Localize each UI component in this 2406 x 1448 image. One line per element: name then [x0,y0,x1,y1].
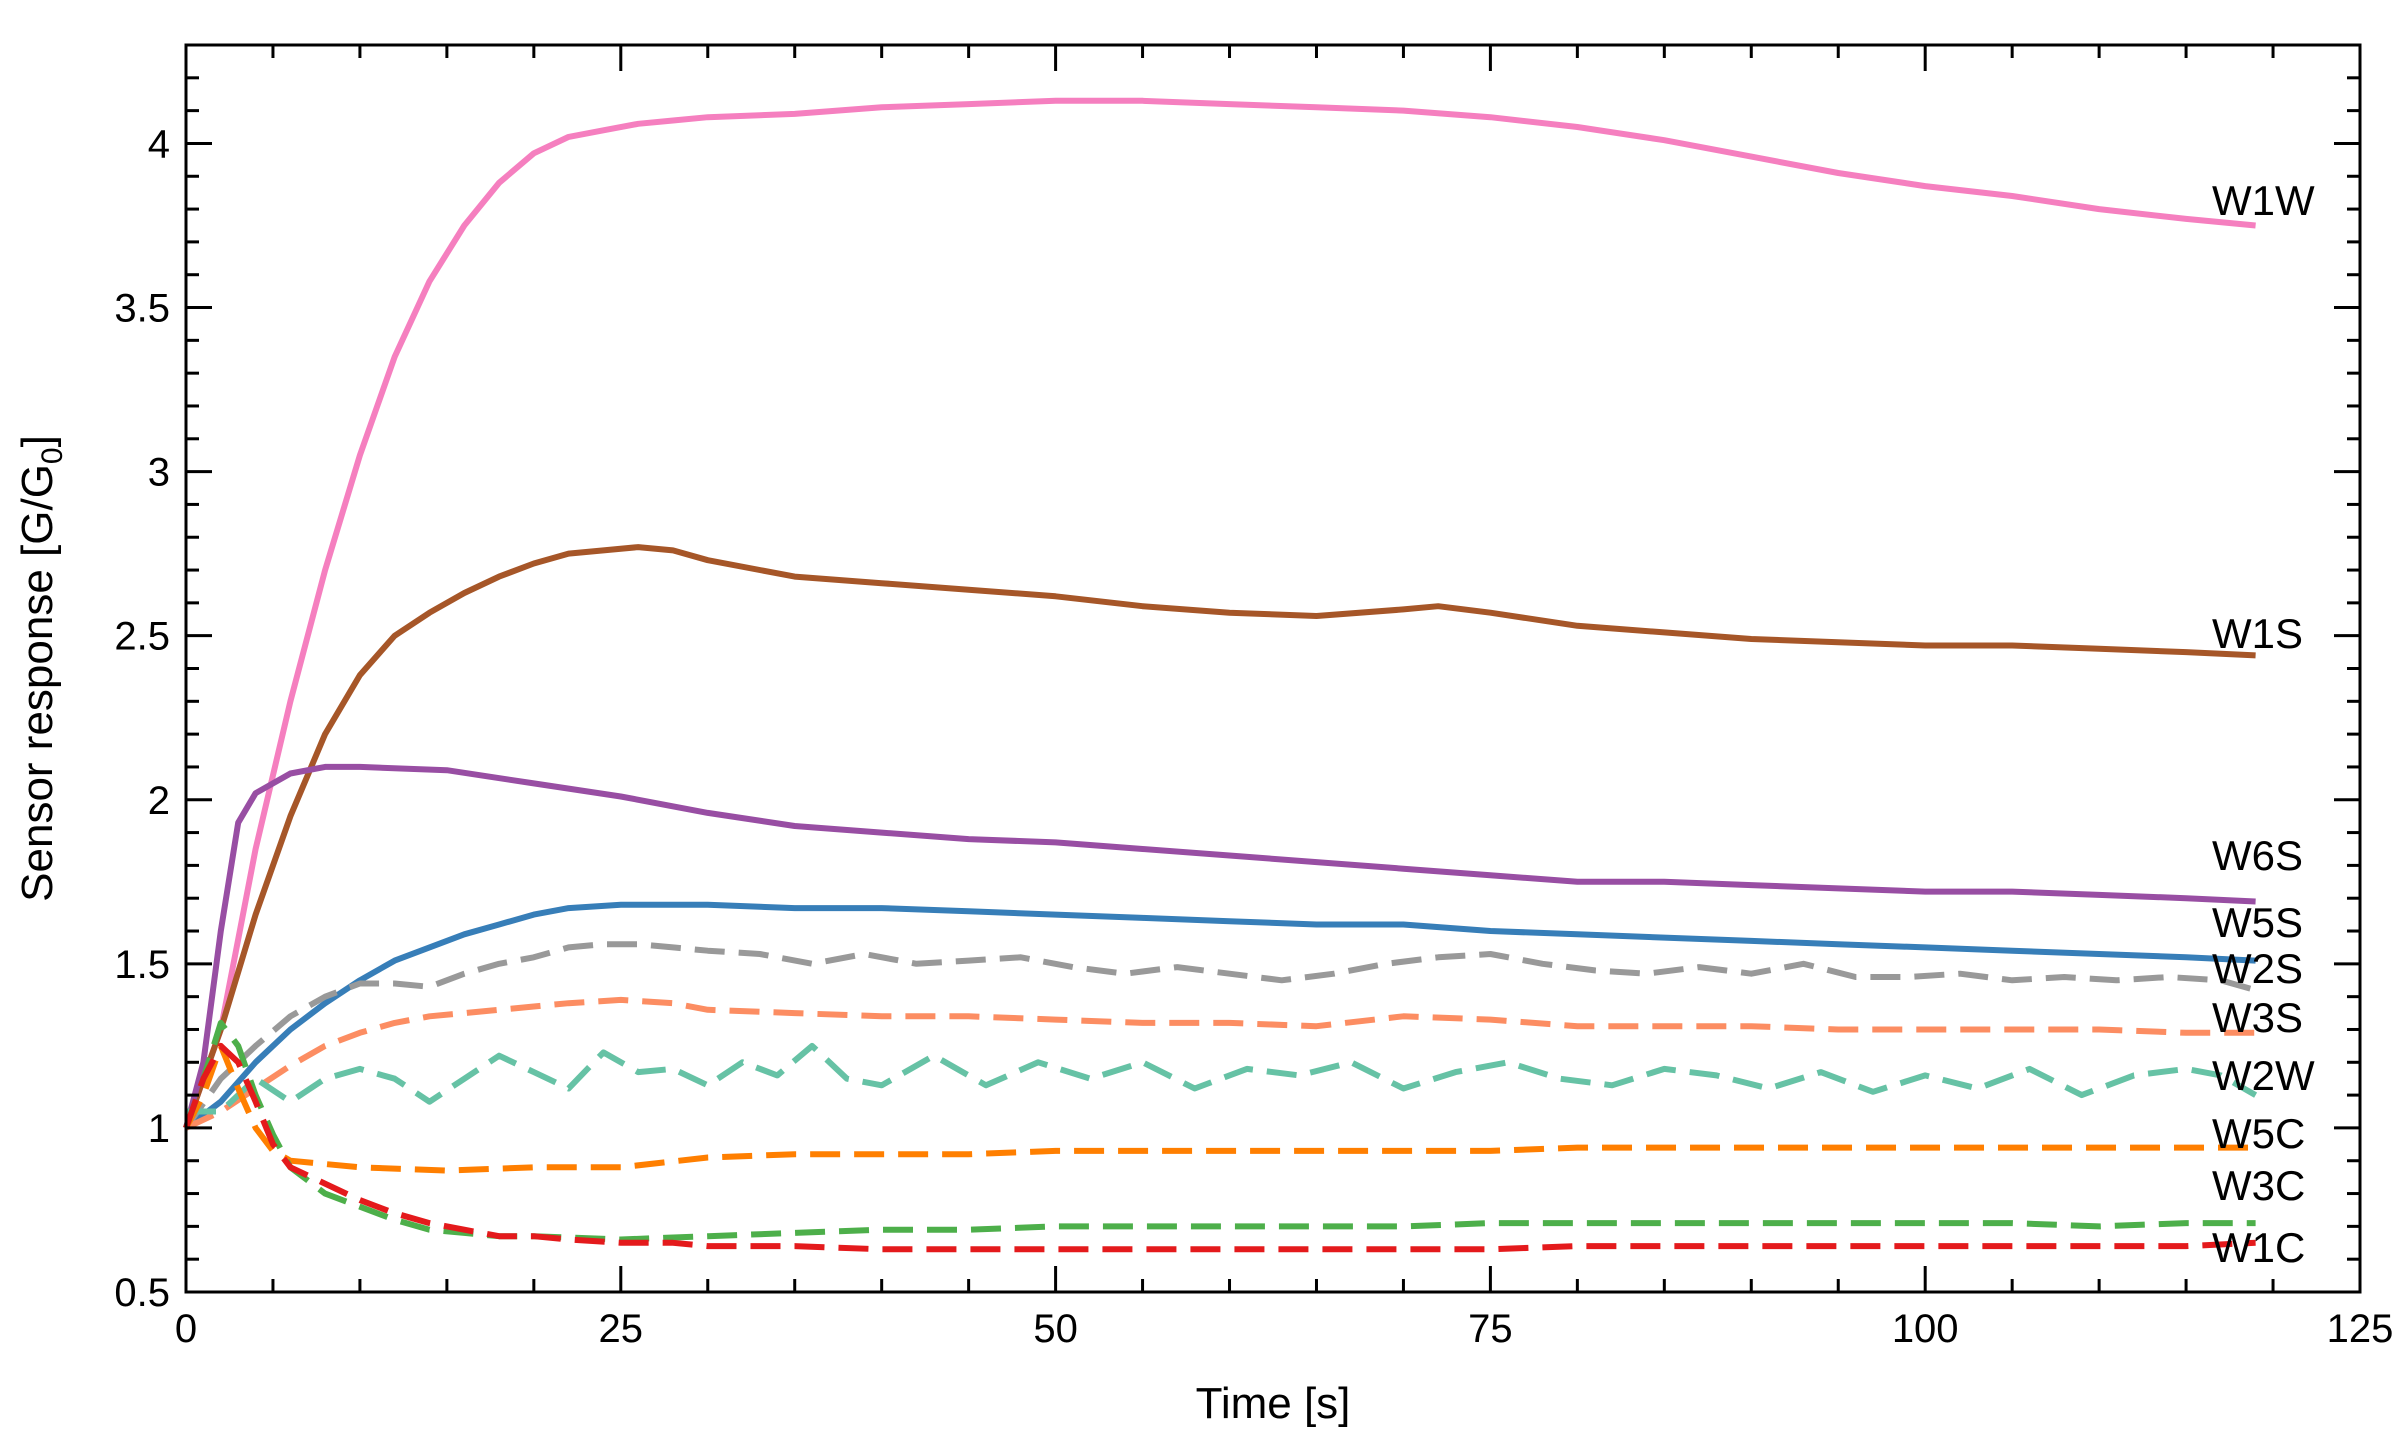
series-label-w5c: W5C [2212,1110,2305,1157]
series-label-w3c: W3C [2212,1162,2305,1209]
y-tick-label: 1.5 [114,943,170,987]
series-label-w5s: W5S [2212,899,2303,946]
x-tick-label: 125 [2327,1307,2394,1351]
x-axis-title: Time [s] [1196,1379,1351,1428]
series-line-w1s [183,544,2256,1129]
y-tick-label: 4 [148,122,170,166]
y-axis-title: Sensor response [G/G0] [13,435,69,902]
y-tick-label: 3 [148,451,170,495]
series-label-w2s: W2S [2212,945,2303,992]
series-line-w1w [183,97,2256,1129]
x-tick-label: 75 [1468,1307,1513,1351]
series-label-w1w: W1W [2212,177,2315,224]
series-line-w3s [184,996,2256,1131]
y-axis-title-main: Sensor response [G/G [13,464,62,902]
y-axis-title-subscript: 0 [36,447,69,464]
series-line-w6s [183,763,2256,1129]
y-tick-label: 2 [148,779,170,823]
series-line-w1c [183,1042,2256,1253]
series-line-w2w [186,1042,2258,1115]
series-label-w1c: W1C [2212,1224,2305,1271]
x-tick-label: 100 [1892,1307,1959,1351]
y-tick-label: 2.5 [114,615,170,659]
series-label-w3s: W3S [2212,994,2303,1041]
y-tick-label: 1 [148,1107,170,1151]
y-tick-label: 0.5 [114,1271,170,1315]
tick-layer: 0 25 50 75 100 125 0.5 1 1.5 2 2.5 3 3.5 4 [114,45,2393,1351]
series-label-w1s: W1S [2212,610,2303,657]
series-line-w5c [183,1042,2256,1174]
series-label-w2w: W2W [2212,1052,2315,1099]
x-tick-label: 0 [175,1307,197,1351]
series-line-w2s [183,941,2257,1130]
series-line-w5s [184,901,2256,1131]
x-tick-label: 50 [1033,1307,1078,1351]
y-axis-title-suffix: ] [13,435,62,447]
x-tick-label: 25 [599,1307,644,1351]
series-label-w6s: W6S [2212,832,2303,879]
y-tick-label: 3.5 [114,287,170,331]
series-layer [183,97,2258,1253]
